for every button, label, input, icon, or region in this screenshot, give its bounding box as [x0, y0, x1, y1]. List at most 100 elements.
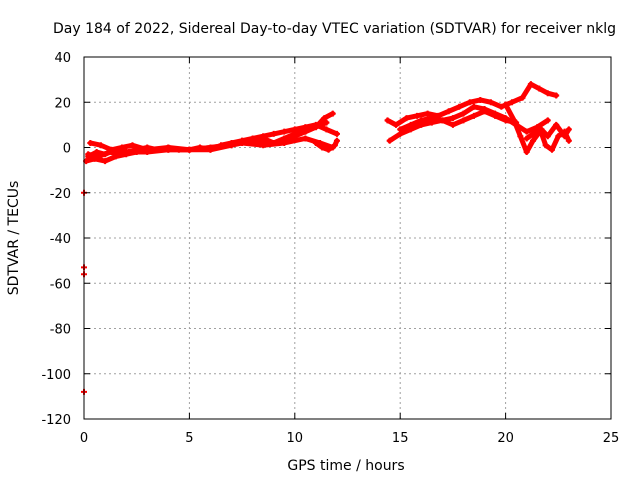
data-point — [118, 144, 125, 151]
data-point — [312, 124, 319, 131]
x-tick-label: 0 — [80, 431, 88, 446]
data-point — [331, 142, 338, 149]
data-point — [129, 142, 136, 149]
data-point — [542, 142, 549, 149]
data-point — [270, 130, 277, 137]
data-point — [466, 99, 473, 106]
data-point — [207, 144, 214, 151]
data-point — [477, 96, 484, 103]
data-point — [530, 130, 537, 137]
x-tick-label: 15 — [392, 431, 409, 446]
data-point — [386, 137, 393, 144]
data-point — [553, 92, 560, 99]
y-tick-label: 20 — [54, 96, 71, 111]
data-point — [333, 137, 340, 144]
data-point — [548, 146, 555, 153]
data-point — [523, 149, 530, 156]
data-point — [536, 85, 543, 92]
y-tick-label: -60 — [50, 277, 71, 292]
y-tick-label: -100 — [41, 368, 71, 383]
data-point — [239, 139, 246, 146]
data-point — [302, 128, 309, 135]
data-point — [333, 130, 340, 137]
data-point — [460, 117, 467, 124]
x-tick-label: 5 — [185, 431, 193, 446]
data-point — [165, 146, 172, 153]
data-point — [323, 126, 330, 133]
y-tick-label: -120 — [41, 413, 71, 428]
data-point — [544, 133, 551, 140]
x-tick-label: 25 — [603, 431, 620, 446]
data-point — [319, 144, 326, 151]
data-point — [260, 142, 267, 149]
data-point — [555, 133, 562, 140]
data-point — [414, 112, 421, 119]
data-point — [329, 110, 336, 117]
data-series-layer — [81, 81, 572, 395]
data-point — [508, 99, 515, 106]
data-point — [127, 149, 134, 156]
data-point — [384, 117, 391, 124]
data-point — [392, 121, 399, 128]
data-point — [523, 135, 530, 142]
data-point — [449, 115, 456, 122]
data-point — [312, 139, 319, 146]
data-point — [260, 135, 267, 142]
data-point — [144, 149, 151, 156]
data-point — [460, 110, 467, 117]
data-point — [291, 126, 298, 133]
data-point — [302, 135, 309, 142]
data-point — [561, 128, 568, 135]
data-point — [445, 108, 452, 115]
data-point — [502, 101, 509, 108]
data-point — [517, 133, 524, 140]
data-point — [492, 112, 499, 119]
data-point — [116, 151, 123, 158]
data-point — [321, 115, 328, 122]
data-point — [95, 153, 102, 160]
data-point — [102, 158, 109, 165]
data-point — [87, 139, 94, 146]
data-point — [428, 115, 435, 122]
data-point — [281, 139, 288, 146]
data-point — [523, 128, 530, 135]
tick-labels: 0 5 10 15 20 25 -120 -100 -80 -60 -40 -20 0 20 40 — [41, 51, 619, 446]
y-tick-label: 40 — [54, 51, 71, 66]
x-tick-label: 10 — [287, 431, 304, 446]
y-tick-label: 0 — [63, 142, 71, 157]
data-point — [397, 126, 404, 133]
data-point — [553, 121, 560, 128]
y-tick-label: -20 — [50, 187, 71, 202]
data-point — [449, 121, 456, 128]
data-point — [403, 115, 410, 122]
data-point — [424, 110, 431, 117]
data-point — [85, 151, 92, 158]
data-point — [325, 146, 332, 153]
data-point — [487, 99, 494, 106]
y-tick-label: -40 — [50, 232, 71, 247]
x-axis-label: GPS time / hours — [287, 458, 404, 474]
data-point — [530, 137, 537, 144]
data-point — [470, 112, 477, 119]
data-point — [544, 90, 551, 97]
chart-title: Day 184 of 2022, Sidereal Day-to-day VTE… — [53, 21, 616, 37]
data-point — [502, 117, 509, 124]
data-point — [481, 108, 488, 115]
series-arc-i — [503, 102, 572, 155]
data-point — [456, 103, 463, 110]
data-point — [106, 149, 113, 156]
data-point — [527, 81, 534, 88]
data-point — [565, 137, 572, 144]
data-point — [186, 146, 193, 153]
data-point — [281, 128, 288, 135]
data-point — [565, 126, 572, 133]
data-point — [519, 94, 526, 101]
data-point — [498, 103, 505, 110]
data-point — [418, 117, 425, 124]
data-point — [407, 121, 414, 128]
data-point — [544, 117, 551, 124]
y-tick-label: -80 — [50, 323, 71, 338]
series-arc-g — [387, 104, 551, 144]
